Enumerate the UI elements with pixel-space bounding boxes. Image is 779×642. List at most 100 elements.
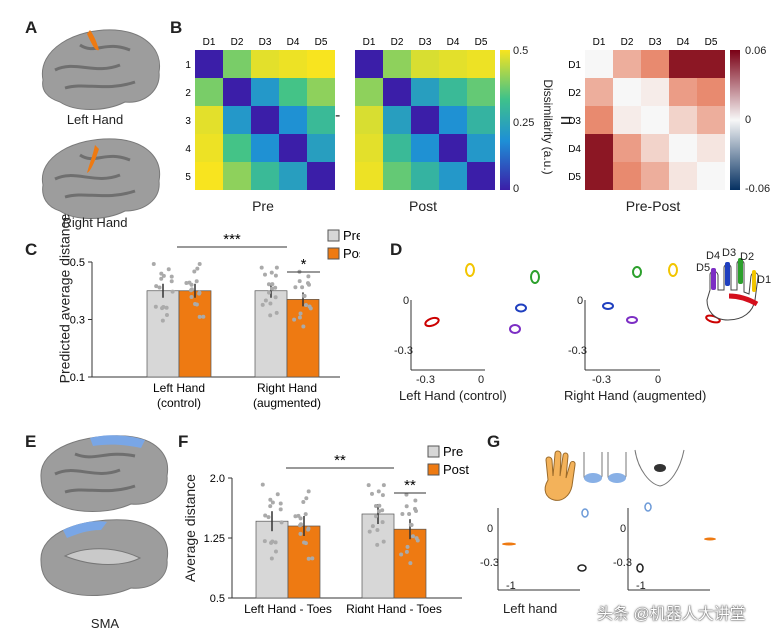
subject-dot	[407, 512, 412, 517]
heatmap-cell	[355, 50, 383, 78]
cbar2-tick-bottom: -0.06	[745, 183, 771, 195]
subject-dot	[303, 512, 308, 517]
subject-dot	[169, 274, 174, 279]
g-right-toes-cluster	[644, 502, 652, 512]
heatmap-cell	[439, 50, 467, 78]
subject-dot	[259, 265, 264, 270]
d-digit-d3: D3	[722, 247, 737, 259]
x-category-sublabel: (augmented)	[253, 396, 321, 410]
legend-label: Post	[443, 462, 469, 477]
sig-outer: ***	[223, 231, 241, 248]
heatmap-col-label: D5	[315, 37, 328, 48]
heatmap-col-label: D2	[231, 37, 244, 48]
heatmap-cell	[223, 106, 251, 134]
g-tick-neg: -0.3	[480, 557, 499, 569]
panel-f-ylabel: Average distance	[182, 474, 198, 582]
subject-dot	[293, 514, 298, 519]
heatmap-row-label: D5	[568, 172, 581, 183]
heatmap-cell	[251, 162, 279, 190]
subject-dot	[275, 492, 280, 497]
subject-dot	[306, 489, 311, 494]
heatmap-col-label: D3	[419, 37, 432, 48]
subject-dot	[296, 513, 301, 518]
heatmap-row-label: D1	[568, 60, 581, 71]
equals-sign: =	[560, 108, 573, 133]
panel-label-b: B	[170, 18, 183, 37]
subject-dot	[297, 279, 302, 284]
subject-dot	[278, 501, 283, 506]
y-tick-label: 0.5	[210, 593, 225, 605]
subject-dot	[273, 540, 278, 545]
left-d1-ellipse	[424, 316, 440, 328]
heatmap-cell	[411, 106, 439, 134]
subject-dot	[306, 527, 311, 532]
heatmap-cell	[307, 162, 335, 190]
heatmap-cell	[195, 106, 223, 134]
subject-dot	[260, 302, 265, 307]
heatmap-cell	[195, 134, 223, 162]
subject-dot	[160, 318, 165, 323]
subject-dot	[369, 491, 374, 496]
right-d4-ellipse	[602, 302, 614, 310]
diverging-colorbar	[730, 50, 740, 190]
subject-dot	[263, 298, 268, 303]
panel-b-matrices: D1 D1 D2 D2 D3 D3 D4 D4 D5 D5 D1 D2 D3 D4 D5 D1 D1 D2 D2…	[185, 37, 740, 190]
subject-dot	[269, 540, 274, 545]
sma-medial-brain	[40, 519, 169, 596]
g-right-hand-cluster	[704, 537, 716, 541]
hand-icon	[706, 258, 759, 321]
d-right-tick-neg: -0.3	[568, 345, 587, 357]
d-digit-d5: D5	[696, 262, 711, 274]
panel-c-ylabel: Predicted average distance	[56, 213, 73, 384]
d-left-xtick-neg: -0.3	[416, 374, 435, 386]
cbar2-tick-top: 0.06	[745, 45, 767, 57]
cbar1-tick-bottom: 0	[513, 183, 520, 195]
subject-dot	[293, 285, 298, 290]
heatmap-cell	[697, 50, 725, 78]
heatmap-col-label: D2	[391, 37, 404, 48]
heatmap-col-label: D5	[705, 37, 718, 48]
subject-dot	[269, 556, 274, 561]
subject-dot	[376, 489, 381, 494]
heatmap-cell	[669, 50, 697, 78]
heatmap-cell	[613, 78, 641, 106]
left-hand-caption: Left Hand	[66, 112, 124, 127]
subject-dot	[195, 266, 200, 271]
legend-label: Pre	[443, 444, 463, 459]
d-right-tick-zero: 0	[577, 295, 584, 307]
heatmap-cell	[585, 134, 613, 162]
subject-dot	[304, 496, 309, 501]
subject-dot	[201, 314, 206, 319]
heatmap-cell	[223, 134, 251, 162]
g-xtick-right: -1	[636, 580, 646, 592]
panel-c-chart: 0.1 0.3 0.5 Left Hand(control) Right Hand(au…	[70, 228, 360, 410]
subject-dot	[374, 514, 379, 519]
g-axes	[497, 508, 710, 591]
minus-sign: -	[335, 107, 341, 124]
heatmap-cell	[251, 78, 279, 106]
heatmap-cell	[439, 106, 467, 134]
heatmap-cell	[307, 50, 335, 78]
panel-f-chart: 0.5 1.25 2.0 Left Hand - Toes Right Hand - T…	[204, 444, 470, 613]
subject-dot	[270, 282, 275, 287]
heatmap-cell	[641, 134, 669, 162]
heatmap-cell	[383, 50, 411, 78]
subject-dot	[404, 492, 409, 497]
heatmap-cell	[411, 162, 439, 190]
subject-dot	[266, 515, 271, 520]
subject-dot	[306, 274, 311, 279]
subject-dot	[414, 536, 419, 541]
sig-outer: **	[334, 452, 346, 469]
heatmap-row-label: D4	[185, 144, 191, 155]
x-category-label: Left Hand	[153, 381, 205, 395]
panel-f-ylabel-wrap: Average distance	[170, 470, 210, 590]
x-category-sublabel: (control)	[157, 396, 201, 410]
heatmap-cell	[355, 78, 383, 106]
subject-dot	[404, 549, 409, 554]
cbar1-label: Dissimilarity (a.u.)	[541, 79, 555, 175]
subject-dot	[193, 301, 198, 306]
g-right-tick-zero: 0	[620, 523, 627, 535]
heatmap-cell	[355, 162, 383, 190]
sig-inner: **	[404, 477, 416, 494]
bar-pre	[146, 290, 180, 378]
